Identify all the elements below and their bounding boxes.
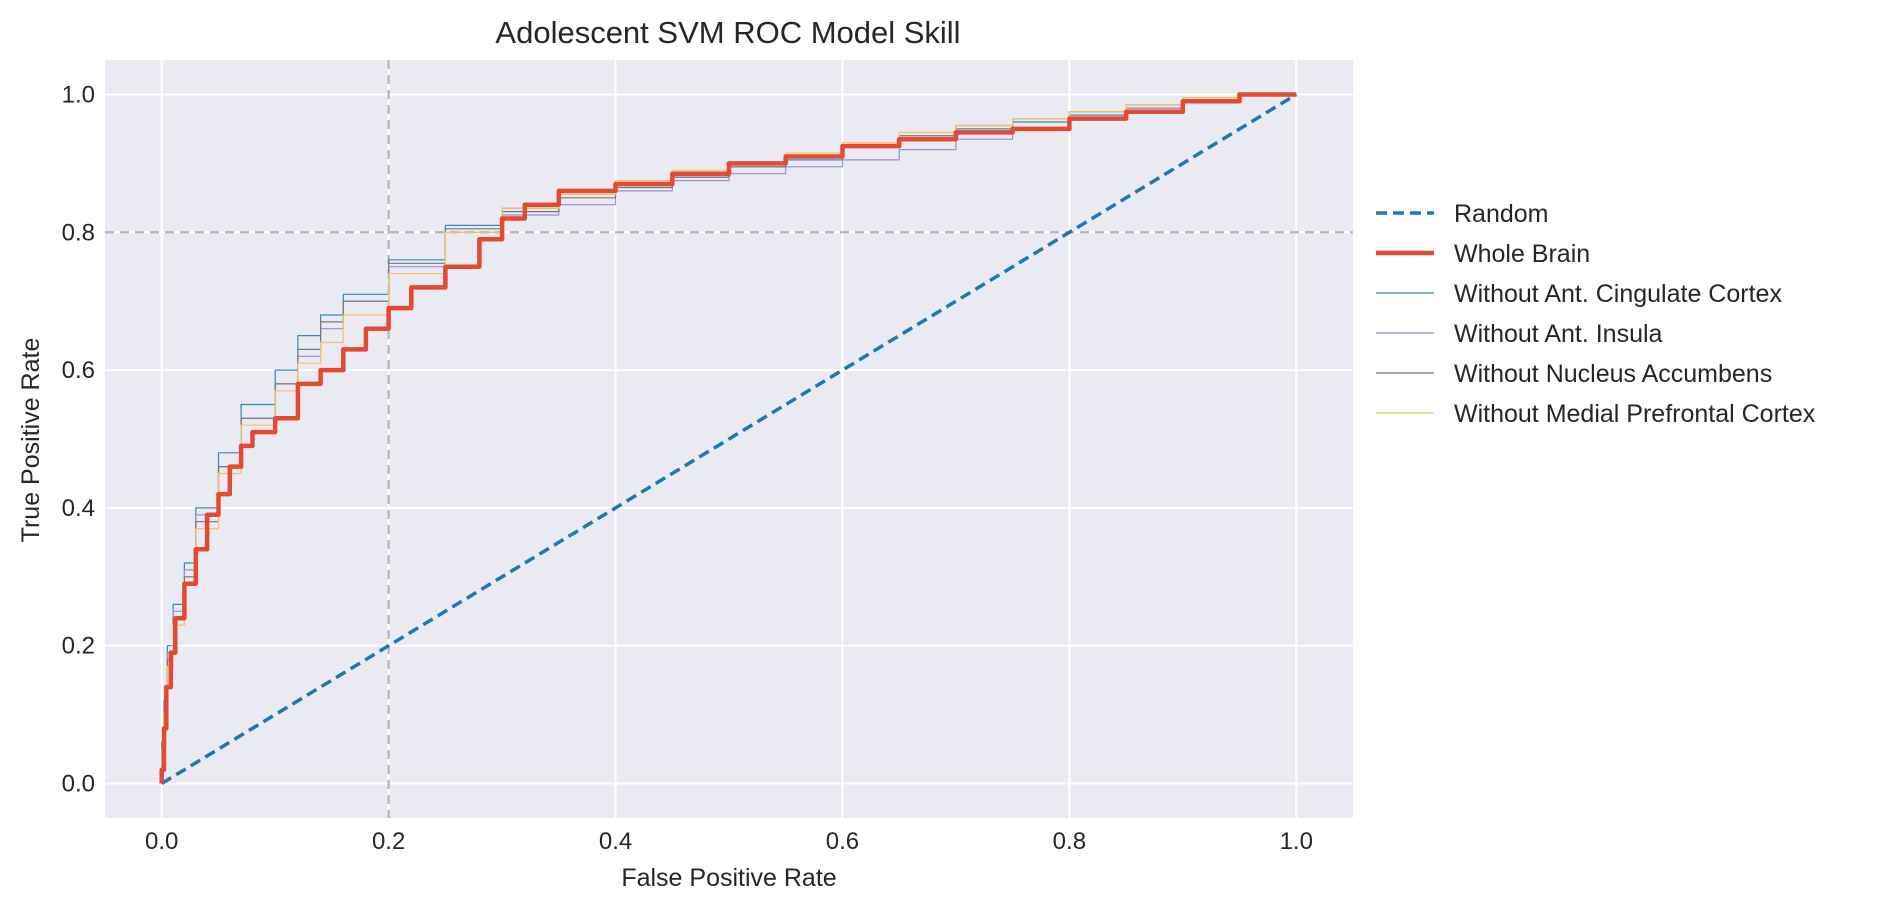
- legend-item-without-medial-prefrontal-cortex: Without Medial Prefrontal Cortex: [1376, 400, 1816, 428]
- legend-label: Without Nucleus Accumbens: [1454, 360, 1772, 388]
- x-tick-label: 0.0: [145, 828, 178, 855]
- x-axis-label: False Positive Rate: [621, 864, 836, 892]
- x-tick-labels: 0.0 0.2 0.4 0.6 0.8 1.0: [145, 828, 1313, 855]
- legend-label: Random: [1454, 200, 1549, 228]
- x-tick-label: 0.2: [372, 828, 405, 855]
- legend-label: Without Medial Prefrontal Cortex: [1454, 400, 1816, 428]
- y-tick-label: 0.8: [62, 219, 95, 246]
- legend-item-random: Random: [1376, 200, 1549, 228]
- reference-lines: [105, 60, 1353, 818]
- y-tick-label: 0.4: [62, 495, 95, 522]
- legend-label: Without Ant. Insula: [1454, 320, 1663, 348]
- x-tick-label: 0.6: [826, 828, 859, 855]
- legend-item-without-nucleus-accumbens: Without Nucleus Accumbens: [1376, 360, 1772, 388]
- y-tick-label: 1.0: [62, 81, 95, 108]
- x-tick-label: 0.8: [1053, 828, 1086, 855]
- legend: Random Whole Brain Without Ant. Cingulate …: [1376, 200, 1816, 428]
- y-tick-label: 0.0: [62, 771, 95, 798]
- series-line-random: [160, 93, 1298, 785]
- x-tick-label: 1.0: [1280, 828, 1313, 855]
- legend-item-without-ant-insula: Without Ant. Insula: [1376, 320, 1663, 348]
- y-axis-label: True Positive Rate: [17, 338, 45, 543]
- legend-label: Whole Brain: [1454, 240, 1590, 268]
- y-tick-label: 0.2: [62, 633, 95, 660]
- legend-item-without-ant-cingulate-cortex: Without Ant. Cingulate Cortex: [1376, 280, 1782, 308]
- chart-title: Adolescent SVM ROC Model Skill: [495, 15, 960, 50]
- series-layer: [159, 92, 1298, 785]
- legend-label: Without Ant. Cingulate Cortex: [1454, 280, 1782, 308]
- x-tick-label: 0.4: [599, 828, 632, 855]
- y-tick-label: 0.6: [62, 357, 95, 384]
- y-tick-labels: 0.0 0.2 0.4 0.6 0.8 1.0: [62, 81, 95, 797]
- series-line-whole-brain: [159, 92, 1297, 784]
- legend-item-whole-brain: Whole Brain: [1376, 240, 1590, 268]
